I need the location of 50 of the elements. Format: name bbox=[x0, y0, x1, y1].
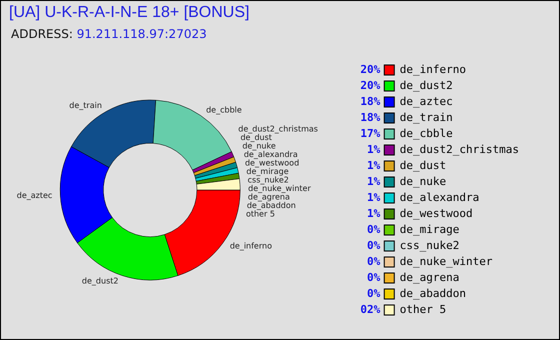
data-label: 1% bbox=[367, 142, 381, 156]
slice-label: de_aztec bbox=[16, 191, 52, 200]
category-label: other 5 bbox=[246, 209, 275, 218]
legend-label: de_agrena bbox=[400, 270, 460, 284]
text: 0% bbox=[367, 286, 380, 300]
legend-label: de_westwood bbox=[400, 206, 473, 220]
category-label: de_mirage bbox=[246, 166, 289, 176]
text: 0% bbox=[367, 254, 380, 268]
slice-label: de_dust2_christmas bbox=[238, 124, 318, 134]
legend-label: de_train bbox=[400, 110, 453, 124]
slice-label: de_dust2 bbox=[82, 276, 118, 286]
data-label: 18% bbox=[360, 94, 381, 108]
text: 0% bbox=[367, 238, 380, 252]
legend-label: de_inferno bbox=[400, 62, 466, 76]
chart-subtitle: ADDRESS: 91.211.118.97:27023 bbox=[11, 27, 207, 41]
text: 0% bbox=[367, 222, 380, 236]
category-label: de_dust bbox=[240, 132, 272, 142]
legend-label: de_mirage bbox=[400, 222, 460, 236]
slice-label: de_westwood bbox=[244, 158, 300, 168]
data-label: 20% bbox=[360, 78, 381, 92]
data-label: 18% bbox=[360, 110, 381, 124]
legend-label: de_dust bbox=[400, 158, 446, 172]
category-label: de_nuke bbox=[242, 141, 276, 150]
category-label: css_nuke2 bbox=[248, 175, 289, 184]
data-label: 1% bbox=[367, 158, 381, 172]
slice-label: de_cbble bbox=[206, 106, 242, 115]
data-label: 1% bbox=[367, 190, 381, 204]
category-label: de_agrena bbox=[248, 192, 290, 202]
data-label: 1% bbox=[367, 206, 381, 220]
slice-label: de_inferno bbox=[230, 242, 272, 251]
legend-label: de_nuke bbox=[400, 174, 446, 188]
data-label: 1% bbox=[367, 174, 381, 188]
text: 0% bbox=[367, 270, 380, 284]
legend-label: de_aztec bbox=[400, 94, 453, 108]
legend-label: de_dust2_christmas bbox=[400, 142, 520, 156]
category-label: de_abaddon bbox=[246, 200, 296, 210]
data-label: 17% bbox=[360, 126, 381, 140]
legend-label: css_nuke2 bbox=[400, 238, 460, 252]
slice-label: de_train bbox=[69, 100, 102, 110]
slice-label: de_alexandra bbox=[244, 150, 298, 159]
legend-label: de_dust2 bbox=[400, 78, 453, 92]
chart-title: [UA] U-K-R-A-I-N-E 18+ [BONUS] bbox=[9, 4, 250, 22]
data-label: 02% bbox=[360, 302, 381, 316]
legend-label: de_abaddon bbox=[400, 286, 466, 300]
data-label: 20% bbox=[360, 62, 381, 76]
category-label: de_nuke_winter bbox=[248, 184, 311, 193]
legend-label: other 5 bbox=[400, 302, 446, 316]
legend-label: de_nuke_winter bbox=[400, 254, 493, 268]
legend-label: de_cbble bbox=[400, 126, 453, 140]
legend-label: de_alexandra bbox=[400, 190, 480, 204]
